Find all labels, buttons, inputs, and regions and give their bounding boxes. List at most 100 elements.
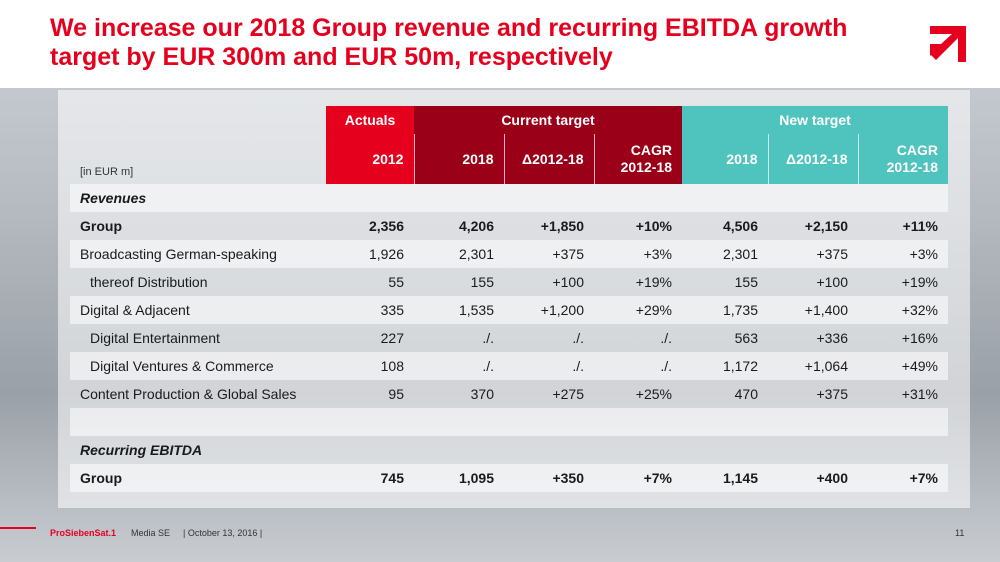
cell: +11%	[902, 218, 938, 234]
table-row: Digital Entertainment 227 ./. ./. ./. 56…	[70, 324, 948, 352]
prosieben-arrow-icon	[930, 26, 966, 62]
cell: +32%	[858, 296, 948, 324]
cell: +7%	[594, 464, 682, 492]
cell: +19%	[635, 274, 672, 290]
section-label: Recurring EBITDA	[80, 442, 203, 458]
cell: +375	[816, 386, 848, 402]
spacer-row	[70, 408, 948, 436]
table-row: Digital & Adjacent 335 1,535 +1,200 +29%…	[70, 296, 948, 324]
row-label: Group	[70, 464, 326, 492]
cell: +25%	[635, 386, 672, 402]
cell: +375	[504, 240, 594, 268]
table-row: Broadcasting German-speaking 1,926 2,301…	[70, 240, 948, 268]
section-revenues: Revenues	[70, 184, 948, 212]
cell: ./.	[414, 352, 504, 380]
cell: +2,150	[804, 218, 848, 234]
cell: +100	[552, 274, 584, 290]
cell: 1,735	[682, 296, 768, 324]
cell: +3%	[594, 240, 682, 268]
cell: 563	[734, 330, 758, 346]
cell: +100	[816, 274, 848, 290]
cell: +29%	[594, 296, 682, 324]
cell: 2,356	[368, 218, 404, 234]
cell: +336	[816, 330, 848, 346]
col-current-2018: 2018	[413, 134, 504, 184]
col-new-2018: 2018	[682, 134, 768, 184]
col-actual-2012: 2012	[326, 134, 414, 184]
cell: 55	[388, 274, 404, 290]
row-label: Content Production & Global Sales	[80, 386, 297, 402]
cell: +1,850	[540, 218, 584, 234]
table-row: thereof Distribution 55 155 +100 +19% 15…	[70, 268, 948, 296]
cell: ./.	[572, 330, 584, 346]
cell: 370	[470, 386, 494, 402]
unit-label: [in EUR m]	[80, 166, 134, 178]
footer-brand: ProSiebenSat.1	[50, 528, 117, 538]
row-label: thereof Distribution	[90, 274, 208, 290]
footer-accent-line	[0, 527, 36, 529]
col-new-delta: Δ2012-18	[767, 134, 858, 184]
table-row: Content Production & Global Sales 95 370…	[70, 380, 948, 408]
cell: 1,172	[682, 352, 768, 380]
cell: 745	[326, 464, 414, 492]
cell: +49%	[858, 352, 948, 380]
column-header-row: [in EUR m] 2012 2018 Δ2012-18 CAGR 2012-…	[70, 134, 948, 184]
header-current-target: Current target	[414, 106, 682, 134]
cell: 4,206	[458, 218, 494, 234]
col-new-cagr-line2: 2012-18	[886, 159, 938, 175]
cell: 2,301	[414, 240, 504, 268]
page-number: 11	[955, 528, 965, 538]
cell: 1,535	[414, 296, 504, 324]
col-current-cagr: CAGR 2012-18	[593, 134, 682, 184]
group-header-row: Actuals Current target New target	[70, 106, 948, 134]
footer-brand-suffix: Media SE	[131, 528, 171, 538]
cell: 1,145	[682, 464, 768, 492]
col-new-cagr: CAGR 2012-18	[857, 134, 948, 184]
cell: +350	[504, 464, 594, 492]
header-new-target: New target	[682, 106, 948, 134]
row-label: Digital Entertainment	[90, 330, 220, 346]
row-label: Broadcasting German-speaking	[70, 240, 326, 268]
row-label: Digital Ventures & Commerce	[70, 352, 326, 380]
table-row: Digital Ventures & Commerce 108 ./. ./. …	[70, 352, 948, 380]
footer	[0, 520, 1000, 562]
cell: 335	[326, 296, 414, 324]
slide-title: We increase our 2018 Group revenue and r…	[50, 14, 848, 71]
cell: ./.	[594, 352, 682, 380]
table-row: Group 745 1,095 +350 +7% 1,145 +400 +7%	[70, 464, 948, 492]
cell: ./.	[504, 352, 594, 380]
cell: 1,926	[326, 240, 414, 268]
cell: 155	[734, 274, 758, 290]
cell: +275	[552, 386, 584, 402]
cell: +400	[768, 464, 858, 492]
cell: 4,506	[722, 218, 758, 234]
col-current-delta: Δ2012-18	[503, 134, 594, 184]
cell: +1,200	[504, 296, 594, 324]
cell: ./.	[482, 330, 494, 346]
cell: 227	[380, 330, 404, 346]
cell: 470	[734, 386, 758, 402]
row-label: Digital & Adjacent	[70, 296, 326, 324]
cell: ./.	[660, 330, 672, 346]
header-actuals: Actuals	[326, 106, 414, 134]
cell: +7%	[858, 464, 948, 492]
cell: +16%	[901, 330, 938, 346]
cell: 155	[470, 274, 494, 290]
section-recurring-ebitda: Recurring EBITDA	[70, 436, 948, 464]
cell: +31%	[901, 386, 938, 402]
col-current-cagr-line1: CAGR	[630, 142, 672, 158]
cell: +375	[768, 240, 858, 268]
cell: 108	[326, 352, 414, 380]
cell: +19%	[901, 274, 938, 290]
cell: +10%	[635, 218, 672, 234]
cell: 95	[388, 386, 404, 402]
footer-date: | October 13, 2016 |	[183, 528, 263, 538]
col-current-cagr-line2: 2012-18	[620, 159, 672, 175]
section-label: Revenues	[70, 184, 326, 212]
title-band	[0, 0, 1000, 88]
table-row: Group 2,356 4,206 +1,850 +10% 4,506 +2,1…	[70, 212, 948, 240]
cell: +1,400	[768, 296, 858, 324]
cell: 2,301	[682, 240, 768, 268]
cell: +1,064	[768, 352, 858, 380]
cell: 1,095	[414, 464, 504, 492]
